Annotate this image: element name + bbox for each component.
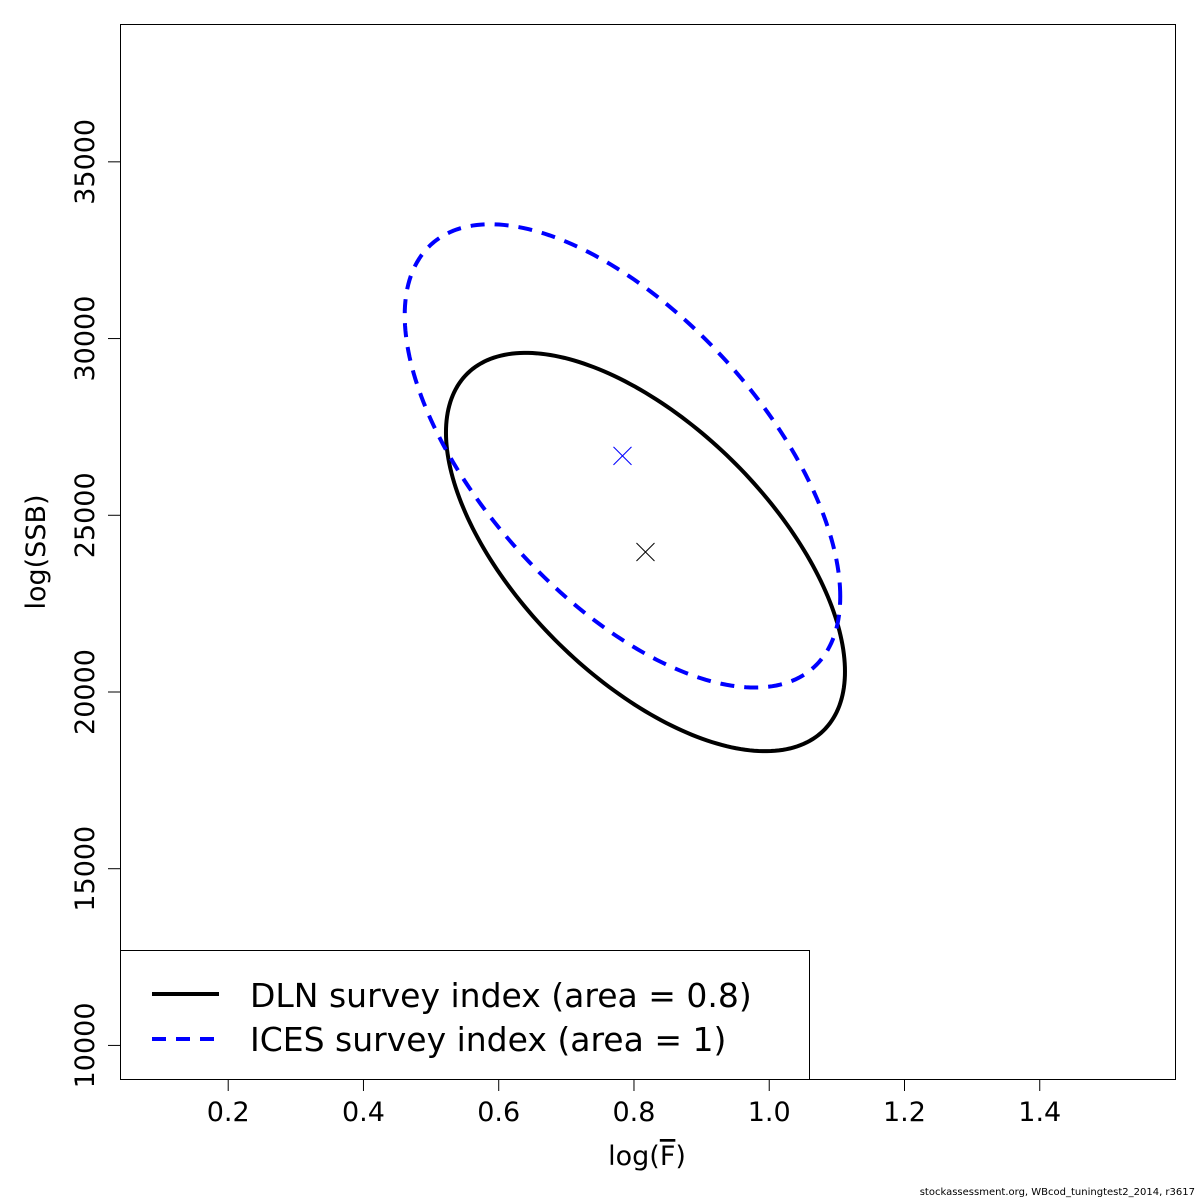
center-marker-ices <box>613 446 632 466</box>
x-tick-label: 1.2 <box>883 1097 926 1128</box>
x-axis-title-prefix: log( <box>608 1141 660 1172</box>
center-markers-layer <box>613 446 655 562</box>
legend: DLN survey index (area = 0.8) ICES surve… <box>120 950 810 1080</box>
y-tick-label: 10000 <box>70 1002 101 1088</box>
y-axis-title: log(SSB) <box>21 494 52 609</box>
x-axis-title-symbol: F <box>660 1141 676 1172</box>
x-axis-title-suffix: ) <box>675 1141 686 1172</box>
x-tick-label: 1.0 <box>748 1097 791 1128</box>
legend-label-dln: DLN survey index (area = 0.8) <box>250 976 752 1015</box>
y-tick-label: 15000 <box>70 826 101 912</box>
x-axis: 0.2 0.4 0.6 0.8 1.0 1.2 1.4 <box>207 1079 1061 1128</box>
x-tick-label: 1.4 <box>1018 1097 1061 1128</box>
legend-label-ices: ICES survey index (area = 1) <box>250 1020 726 1059</box>
y-tick-label: 25000 <box>70 472 101 558</box>
x-axis-title: log(F) <box>608 1141 686 1172</box>
ellipses-layer <box>402 222 847 754</box>
x-tick-label: 0.6 <box>477 1097 520 1128</box>
y-tick-label: 20000 <box>70 649 101 735</box>
y-axis: 10000 15000 20000 25000 30000 35000 <box>70 119 121 1088</box>
ellipse-ices <box>402 222 843 690</box>
marker-stroke <box>636 542 655 562</box>
plot-frame <box>120 24 1176 1080</box>
y-tick-label: 35000 <box>70 119 101 205</box>
ellipse-dln <box>443 350 847 754</box>
y-tick-label: 30000 <box>70 296 101 382</box>
center-marker-dln <box>636 542 655 562</box>
legend-box <box>120 950 810 1080</box>
footer-credit: stockassessment.org, WBcod_tuningtest2_2… <box>919 1187 1195 1198</box>
x-tick-label: 0.8 <box>612 1097 655 1128</box>
x-tick-label: 0.4 <box>342 1097 385 1128</box>
x-tick-label: 0.2 <box>207 1097 250 1128</box>
marker-stroke <box>613 446 632 466</box>
